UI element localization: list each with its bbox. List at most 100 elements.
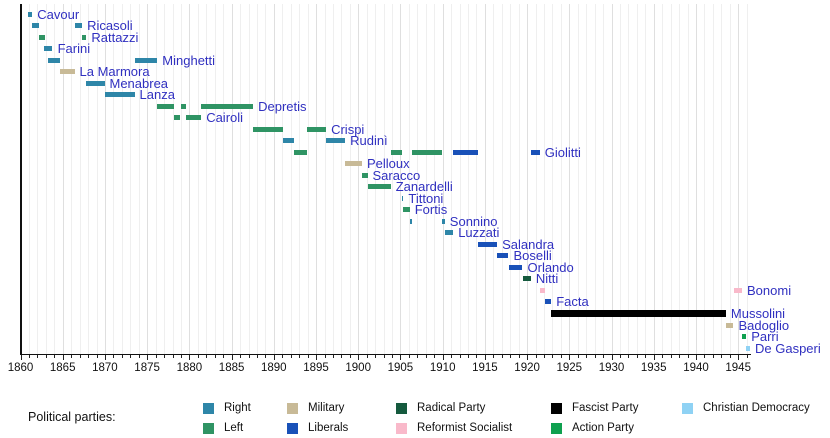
term-bar bbox=[403, 207, 410, 213]
axis-tick bbox=[332, 355, 334, 358]
axis-tick bbox=[54, 355, 56, 358]
axis-tick-label: 1945 bbox=[725, 362, 751, 374]
gridline-year bbox=[324, 4, 326, 354]
gridline-year bbox=[400, 4, 402, 354]
axis-tick-label: 1880 bbox=[176, 362, 203, 374]
axis-tick bbox=[121, 355, 123, 358]
gridline-year bbox=[54, 4, 56, 354]
axis-tick bbox=[408, 355, 410, 358]
legend: Political parties: Right Left Military Libe… bbox=[0, 396, 830, 438]
gridline-year bbox=[88, 4, 89, 354]
legend-swatch bbox=[287, 403, 298, 414]
term-bar bbox=[39, 34, 46, 40]
axis-tick bbox=[645, 355, 647, 358]
term-bar bbox=[367, 184, 391, 190]
legend-swatch bbox=[203, 423, 214, 434]
axis-tick bbox=[341, 355, 343, 358]
term-bar bbox=[442, 218, 445, 224]
axis-tick bbox=[679, 355, 681, 358]
legend-swatch bbox=[682, 403, 693, 414]
gridline-year bbox=[552, 4, 554, 354]
axis-tick bbox=[366, 355, 368, 358]
axis-tick bbox=[223, 355, 225, 358]
term-bar bbox=[134, 57, 158, 63]
axis-tick bbox=[560, 355, 562, 358]
term-bar bbox=[47, 57, 61, 63]
axis-tick bbox=[594, 355, 596, 358]
legend-swatch bbox=[551, 403, 562, 414]
gridline-year bbox=[130, 4, 132, 354]
gridline-year bbox=[332, 4, 334, 354]
axis-tick bbox=[712, 355, 714, 358]
gridline-year bbox=[535, 4, 537, 354]
gridline-year bbox=[299, 4, 301, 354]
axis-tick bbox=[687, 355, 689, 358]
gridline-year bbox=[155, 4, 157, 354]
axis-tick bbox=[569, 355, 571, 360]
axis-tick bbox=[544, 355, 545, 358]
term-bar bbox=[307, 126, 327, 132]
term-bar bbox=[453, 149, 479, 155]
minister-label: Tittoni bbox=[408, 190, 444, 206]
term-bar bbox=[253, 126, 284, 132]
axis-tick bbox=[172, 355, 174, 358]
y-axis-spine bbox=[20, 4, 22, 354]
gridline-year bbox=[653, 4, 655, 354]
gridline-year bbox=[282, 4, 284, 354]
gridline-year bbox=[71, 4, 73, 354]
axis-tick bbox=[138, 355, 140, 358]
axis-tick bbox=[459, 355, 461, 358]
gridline-year bbox=[501, 4, 503, 354]
axis-tick bbox=[248, 355, 250, 358]
minister-label: Lanza bbox=[139, 87, 175, 103]
term-bar bbox=[74, 23, 83, 28]
axis-tick bbox=[265, 355, 267, 358]
axis-tick bbox=[299, 355, 301, 358]
axis-tick bbox=[349, 355, 351, 358]
minister-label: Crispi bbox=[331, 121, 365, 137]
axis-tick bbox=[197, 355, 199, 358]
legend-item-label: Fascist Party bbox=[572, 402, 639, 414]
axis-tick bbox=[611, 355, 613, 360]
term-bar bbox=[60, 69, 75, 75]
axis-tick bbox=[88, 355, 89, 358]
term-bar bbox=[283, 138, 294, 144]
axis-tick bbox=[425, 355, 427, 358]
axis-tick-label: 1910 bbox=[429, 362, 456, 374]
term-bar bbox=[32, 23, 40, 28]
axis-tick bbox=[96, 355, 98, 358]
axis-tick-label: 1870 bbox=[92, 362, 118, 374]
minister-label: Fortis bbox=[414, 202, 448, 218]
minister-label: Salandra bbox=[502, 236, 555, 252]
plot-area: 1860 1865 1870 1875 1880 1885 1890 1895 1900 1905… bbox=[8, 4, 821, 374]
axis-tick bbox=[527, 355, 529, 360]
legend-item-label: Liberals bbox=[308, 422, 349, 434]
axis-tick bbox=[510, 355, 512, 358]
minister-label: Rattazzi bbox=[91, 29, 139, 45]
minister-label: Ricasoli bbox=[87, 18, 133, 33]
axis-tick bbox=[577, 355, 579, 358]
axis-tick bbox=[746, 355, 748, 358]
axis-tick bbox=[324, 355, 326, 358]
gridline-year bbox=[197, 4, 199, 354]
gridline-year bbox=[746, 4, 748, 354]
axis-tick bbox=[696, 355, 697, 360]
term-bar bbox=[180, 103, 186, 109]
axis-tick bbox=[375, 355, 377, 358]
term-bar bbox=[201, 103, 254, 109]
axis-tick bbox=[535, 355, 537, 358]
axis-tick-label: 1900 bbox=[345, 362, 371, 374]
term-bar bbox=[544, 299, 552, 305]
minister-label: Menabrea bbox=[109, 75, 169, 91]
legend-item-label: Radical Party bbox=[417, 402, 486, 414]
gridline-year bbox=[104, 4, 106, 354]
term-bar bbox=[345, 161, 362, 167]
gridline-year bbox=[231, 4, 233, 354]
axis-tick bbox=[45, 355, 47, 358]
legend-swatch bbox=[203, 403, 214, 414]
axis-tick bbox=[704, 355, 706, 358]
legend-swatch bbox=[287, 423, 298, 434]
term-bar bbox=[508, 264, 523, 270]
gridline-year bbox=[611, 4, 613, 354]
gridline-year bbox=[265, 4, 267, 354]
